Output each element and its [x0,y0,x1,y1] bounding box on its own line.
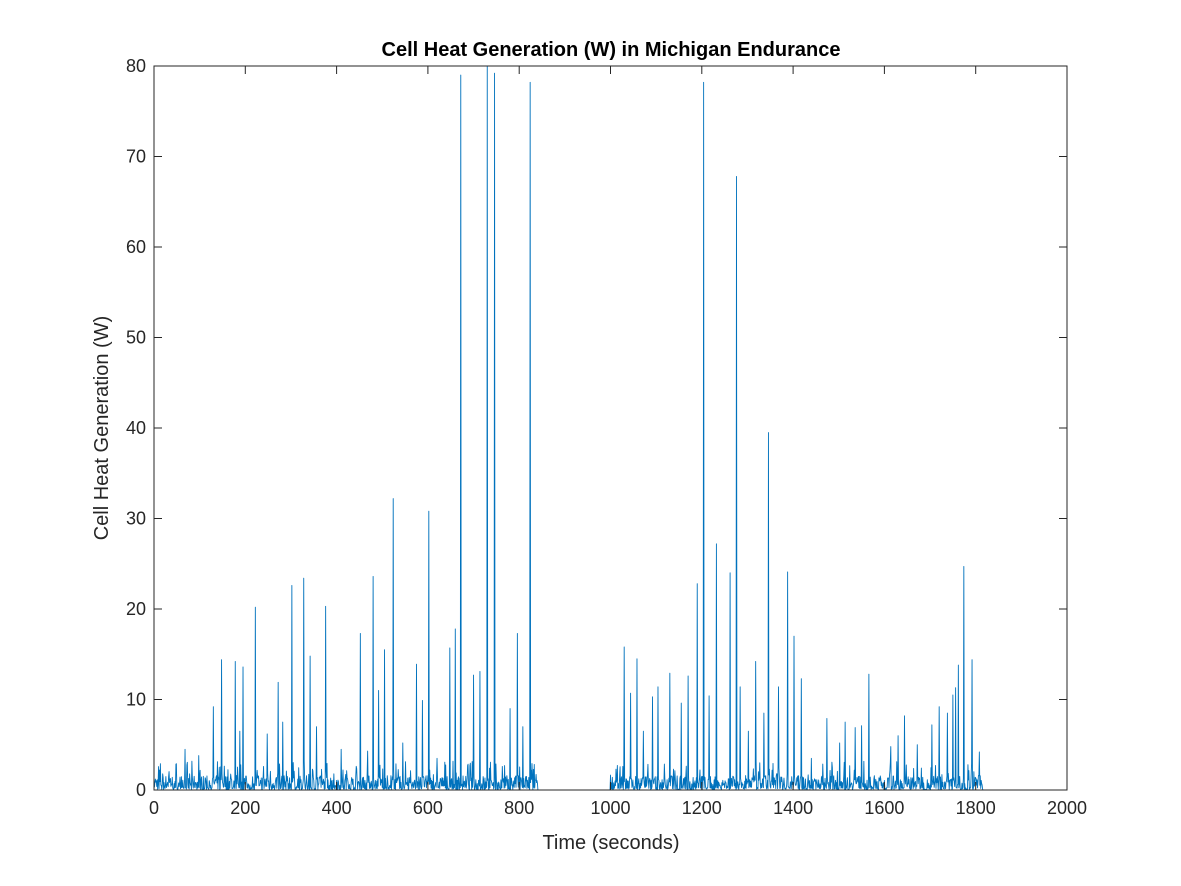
y-tick-label: 70 [126,147,146,167]
y-tick-label: 10 [126,690,146,710]
y-axis-label: Cell Heat Generation (W) [91,316,113,541]
x-tick-label: 0 [149,798,159,818]
y-tick-label: 50 [126,328,146,348]
y-tick-label: 20 [126,599,146,619]
y-tick-label: 60 [126,237,146,257]
y-tick-label: 0 [136,780,146,800]
y-tick-label: 80 [126,56,146,76]
x-tick-label: 1800 [956,798,996,818]
x-tick-label: 1400 [773,798,813,818]
x-tick-label: 800 [504,798,534,818]
x-tick-label: 1000 [590,798,630,818]
x-tick-label: 1200 [682,798,722,818]
axes-box [153,65,1068,791]
chart-title: Cell Heat Generation (W) in Michigan End… [382,39,841,61]
x-axis: 0 200 400 600 800 1000 1200 1400 1600 1800 2000 [149,66,1087,818]
y-axis: 0 10 20 30 40 50 60 70 80 [126,56,1067,800]
x-tick-label: 400 [322,798,352,818]
y-tick-label: 30 [126,509,146,529]
series-line [154,66,1067,790]
y-tick-label: 40 [126,418,146,438]
x-axis-label: Time (seconds) [542,832,679,854]
x-tick-label: 2000 [1047,798,1087,818]
x-tick-label: 200 [230,798,260,818]
x-tick-label: 1600 [864,798,904,818]
x-tick-label: 600 [413,798,443,818]
